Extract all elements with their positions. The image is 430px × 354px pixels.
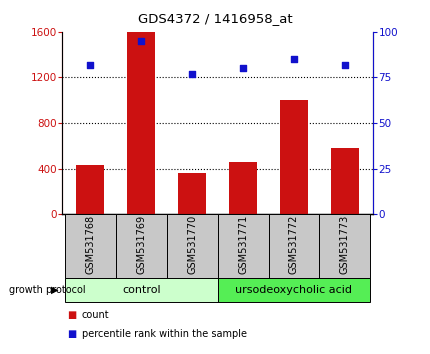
Bar xyxy=(166,214,217,278)
Text: GSM531769: GSM531769 xyxy=(136,215,146,274)
Bar xyxy=(178,173,206,214)
Text: count: count xyxy=(82,310,109,320)
Point xyxy=(290,56,297,62)
Bar xyxy=(268,214,319,278)
Text: ursodeoxycholic acid: ursodeoxycholic acid xyxy=(235,285,352,295)
Text: ■: ■ xyxy=(67,329,76,339)
Text: GSM531771: GSM531771 xyxy=(237,215,248,274)
Text: percentile rank within the sample: percentile rank within the sample xyxy=(82,329,246,339)
Bar xyxy=(217,278,369,302)
Bar xyxy=(76,165,104,214)
Text: ▶: ▶ xyxy=(51,285,58,295)
Bar xyxy=(280,100,307,214)
Text: GSM531770: GSM531770 xyxy=(187,215,197,274)
Bar xyxy=(319,214,369,278)
Bar xyxy=(65,278,217,302)
Bar xyxy=(229,162,256,214)
Text: growth protocol: growth protocol xyxy=(9,285,85,295)
Text: GSM531773: GSM531773 xyxy=(339,215,349,274)
Point xyxy=(239,65,246,71)
Text: GSM531772: GSM531772 xyxy=(288,215,298,274)
Bar xyxy=(217,214,268,278)
Bar xyxy=(65,214,116,278)
Text: control: control xyxy=(122,285,160,295)
Text: GSM531768: GSM531768 xyxy=(85,215,95,274)
Text: GDS4372 / 1416958_at: GDS4372 / 1416958_at xyxy=(138,12,292,25)
Bar xyxy=(116,214,166,278)
Point xyxy=(87,62,94,68)
Bar xyxy=(330,148,358,214)
Point xyxy=(341,62,347,68)
Text: ■: ■ xyxy=(67,310,76,320)
Point xyxy=(188,71,195,76)
Point xyxy=(138,38,144,44)
Bar xyxy=(127,32,155,214)
